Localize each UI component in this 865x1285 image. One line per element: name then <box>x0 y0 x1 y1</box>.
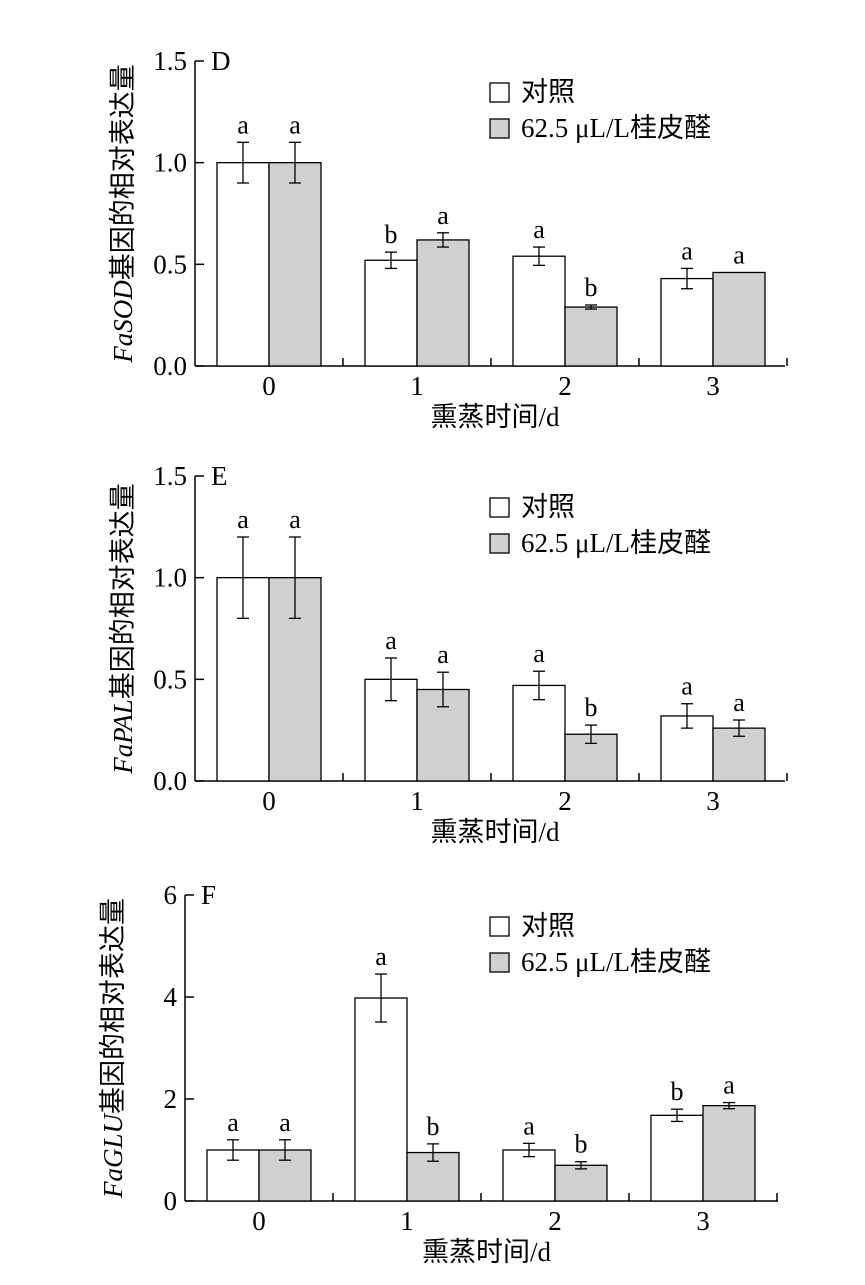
x-tick-label: 3 <box>706 786 720 816</box>
x-axis-label: 熏蒸时间/d <box>430 402 560 432</box>
y-axis-label: FaPAL基因的相对表达量 <box>108 483 138 775</box>
bar <box>354 997 408 1202</box>
panel-E: 0.0 0.5 1.0 1.5 Ea a 0 a a 1 a b 2 a a 3 熏蒸时间/d FaPAL基因的相… <box>108 461 788 847</box>
significance-letter: a <box>289 505 301 534</box>
x-tick-label: 2 <box>558 371 572 401</box>
significance-letter: a <box>279 1108 291 1137</box>
significance-letter: a <box>523 1111 535 1140</box>
legend-swatch <box>489 952 510 973</box>
x-axis-label: 熏蒸时间/d <box>422 1237 552 1267</box>
significance-letter: b <box>671 1077 684 1106</box>
legend-label: 62.5 μL/L桂皮醛 <box>521 528 711 558</box>
legend-label: 对照 <box>521 492 575 522</box>
y-tick-label: 0 <box>164 1186 178 1216</box>
bar <box>712 271 766 367</box>
significance-letter: a <box>437 640 449 669</box>
significance-letter: a <box>533 639 545 668</box>
y-tick-label: 6 <box>164 880 178 910</box>
significance-letter: a <box>375 942 387 971</box>
x-tick-label: 1 <box>400 1206 414 1236</box>
legend-label: 62.5 μL/L桂皮醛 <box>521 947 711 977</box>
bar <box>268 162 322 367</box>
y-tick-label: 0.5 <box>153 249 187 279</box>
significance-letter: a <box>227 1108 239 1137</box>
legend-swatch <box>489 916 510 937</box>
bar <box>512 684 566 782</box>
x-axis-label: 熏蒸时间/d <box>430 817 560 847</box>
panel-F: 0 2 4 6 Fa a 0 a b 1 a b 2 b a 3 熏蒸时间/d FaGLU基因的相对表达量 对照 62… <box>98 880 778 1267</box>
x-tick-label: 3 <box>706 371 720 401</box>
x-tick-label: 1 <box>410 371 424 401</box>
legend-label: 对照 <box>521 911 575 941</box>
y-tick-label: 2 <box>164 1084 178 1114</box>
significance-letter: a <box>681 672 693 701</box>
x-tick-label: 1 <box>410 786 424 816</box>
bar <box>564 306 618 367</box>
y-tick-label: 4 <box>164 982 178 1012</box>
x-tick-label: 2 <box>548 1206 562 1236</box>
bar <box>216 162 270 367</box>
x-tick-label: 0 <box>262 786 276 816</box>
legend-swatch <box>489 118 510 139</box>
significance-letter: a <box>723 1071 735 1100</box>
panel-D: 0.0 0.5 1.0 1.5 Da a 0 b a 1 a b 2 a a 3 熏蒸时间/d FaSOD基因的相… <box>108 46 788 432</box>
legend-swatch <box>489 82 510 103</box>
y-tick-label: 1.0 <box>153 563 187 593</box>
bar <box>660 277 714 367</box>
significance-letter: a <box>385 626 397 655</box>
y-tick-label: 1.0 <box>153 148 187 178</box>
bar <box>502 1149 556 1202</box>
significance-letter: a <box>533 215 545 244</box>
y-tick-label: 1.5 <box>153 461 187 491</box>
significance-letter: b <box>585 273 598 302</box>
panel-letter: E <box>211 461 228 491</box>
legend-label: 62.5 μL/L桂皮醛 <box>521 113 711 143</box>
y-tick-label: 0.0 <box>153 766 187 796</box>
x-tick-label: 0 <box>262 371 276 401</box>
bar <box>416 239 470 367</box>
x-tick-label: 2 <box>558 786 572 816</box>
significance-letter: b <box>427 1112 440 1141</box>
bar <box>702 1104 756 1202</box>
y-tick-label: 1.5 <box>153 46 187 76</box>
panel-letter: D <box>211 46 231 76</box>
significance-letter: b <box>575 1130 588 1159</box>
significance-letter: a <box>437 201 449 230</box>
x-tick-label: 3 <box>696 1206 710 1236</box>
y-axis-label: FaSOD基因的相对表达量 <box>108 64 138 364</box>
legend-swatch <box>489 497 510 518</box>
legend-swatch <box>489 533 510 554</box>
y-axis-label: FaGLU基因的相对表达量 <box>98 898 128 1199</box>
significance-letter: a <box>237 505 249 534</box>
y-tick-label: 0.0 <box>153 351 187 381</box>
bar <box>512 255 566 367</box>
significance-letter: a <box>733 688 745 717</box>
y-tick-label: 0.5 <box>153 664 187 694</box>
panel-letter: F <box>201 880 216 910</box>
significance-letter: b <box>585 693 598 722</box>
significance-letter: a <box>237 110 249 139</box>
significance-letter: a <box>681 236 693 265</box>
bar <box>554 1164 608 1202</box>
bar <box>650 1114 704 1202</box>
x-tick-label: 0 <box>252 1206 266 1236</box>
legend-label: 对照 <box>521 77 575 107</box>
significance-letter: a <box>733 240 745 269</box>
significance-letter: a <box>289 110 301 139</box>
bar <box>364 259 418 367</box>
significance-letter: b <box>385 220 398 249</box>
